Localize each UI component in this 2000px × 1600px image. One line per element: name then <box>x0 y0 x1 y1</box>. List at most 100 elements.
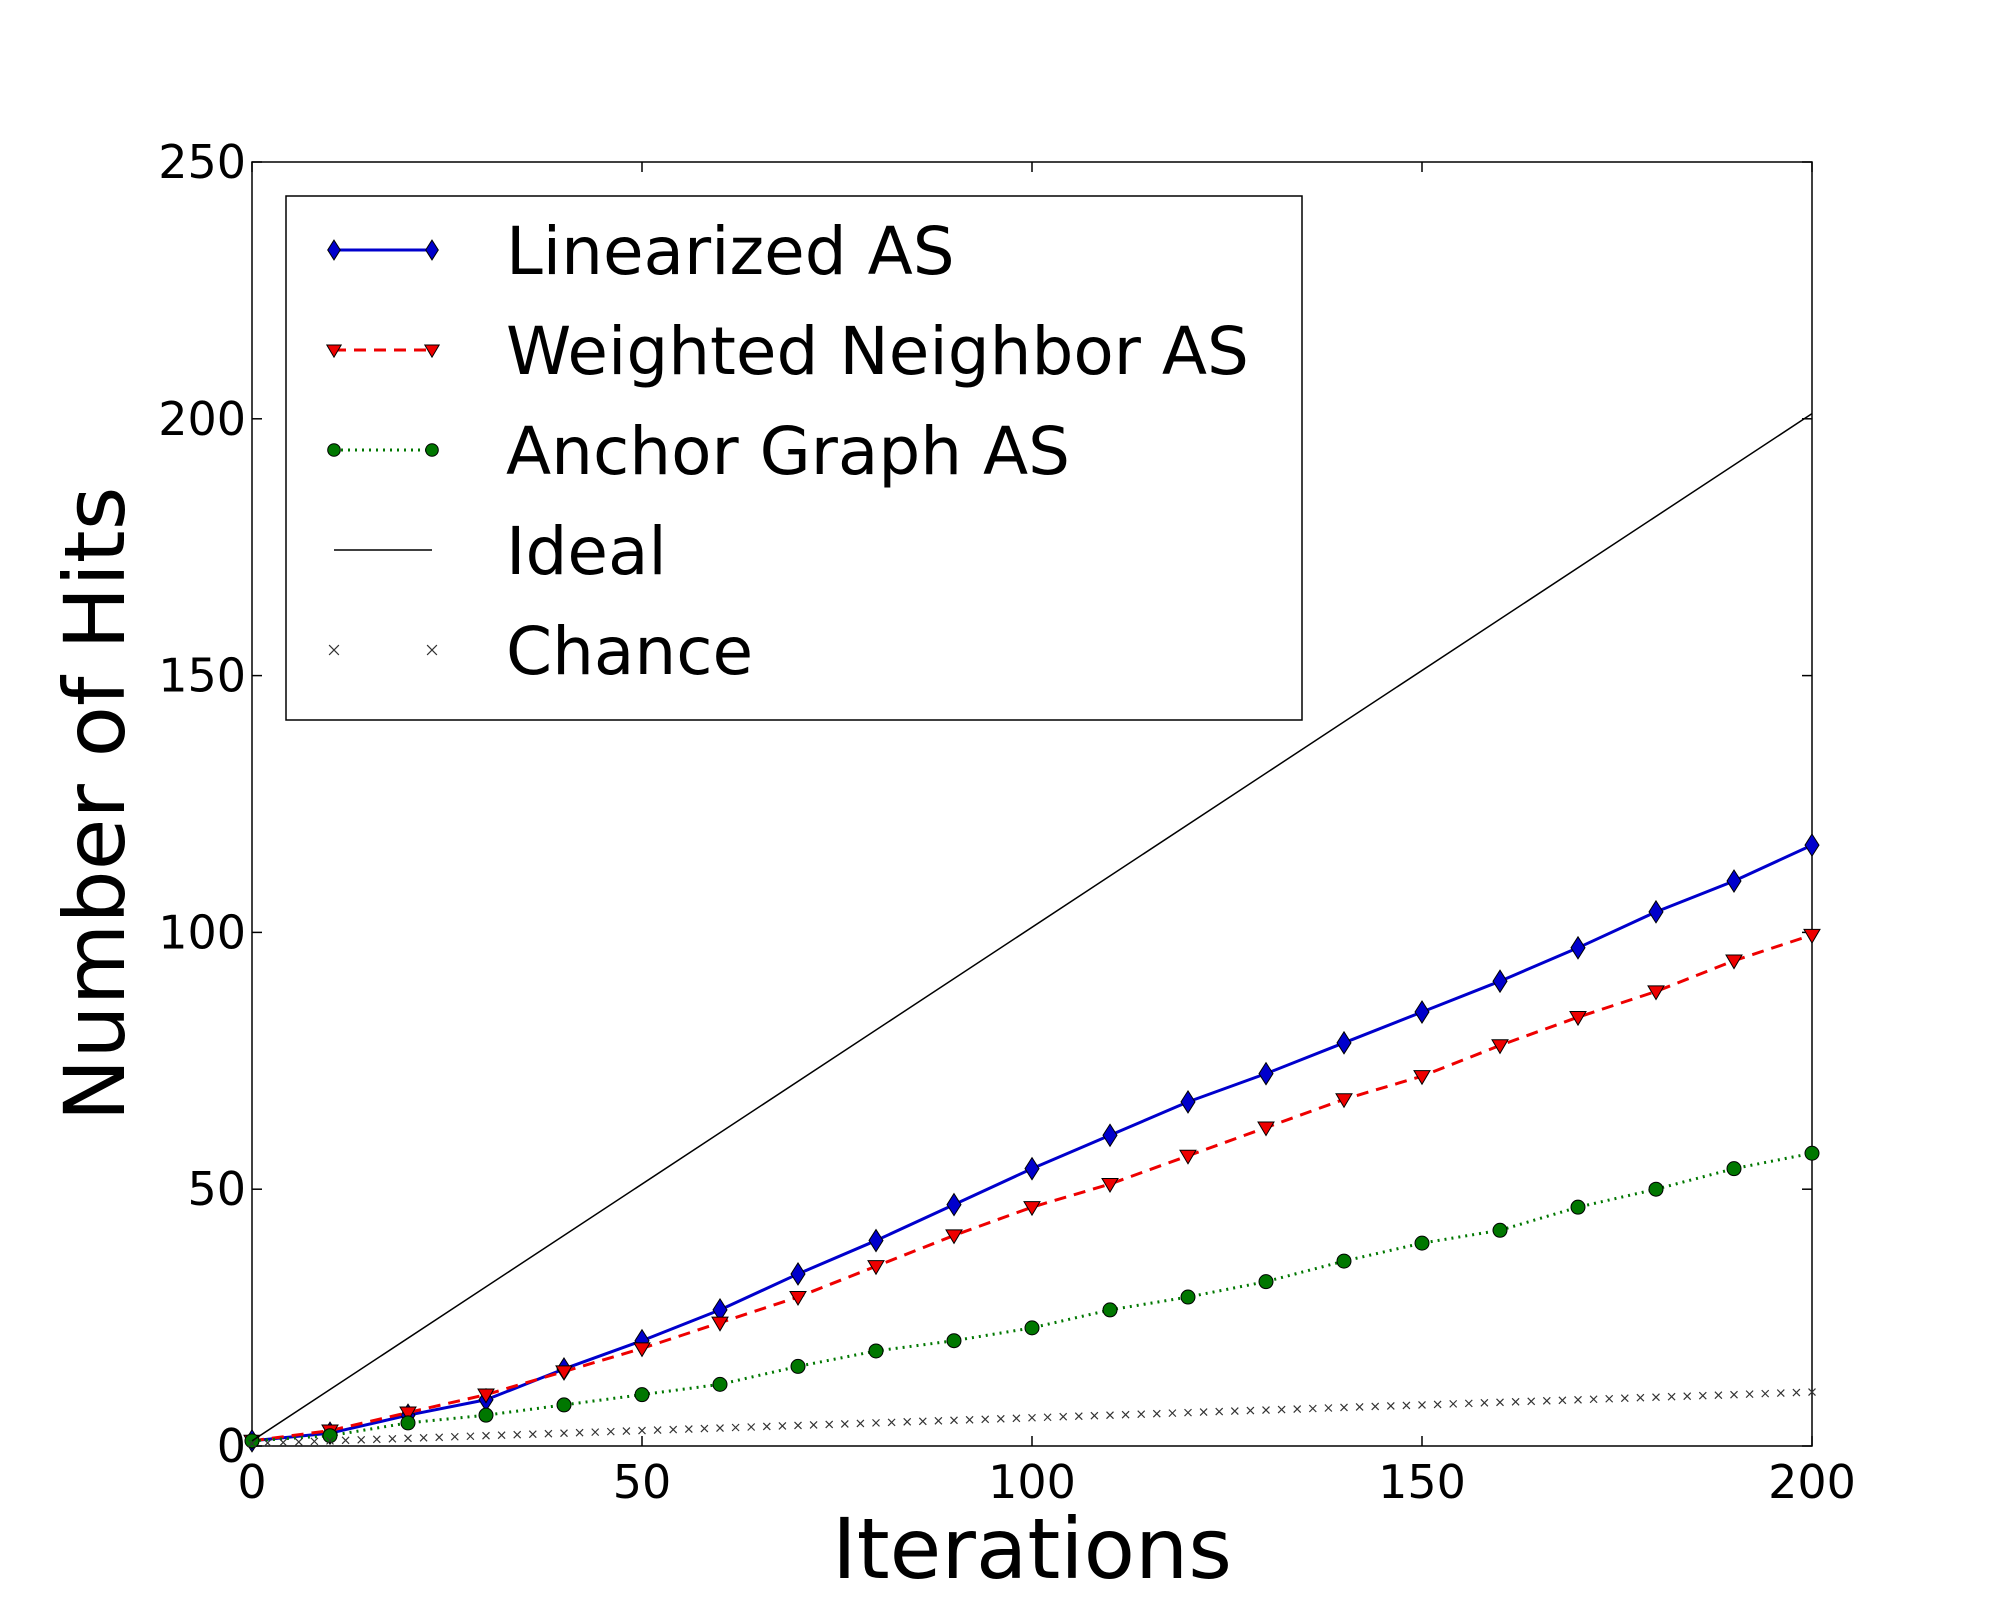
data-point <box>1714 1391 1723 1400</box>
data-point <box>1589 1395 1598 1404</box>
x-axis-label: Iterations <box>832 1500 1232 1598</box>
data-point <box>669 1425 678 1434</box>
y-tick-label: 250 <box>158 135 246 189</box>
data-point <box>790 1358 806 1374</box>
x-tick-label: 50 <box>613 1455 672 1509</box>
data-point <box>1569 1011 1587 1027</box>
data-point <box>357 1435 366 1444</box>
data-point <box>1335 1093 1353 1109</box>
y-tick-label: 0 <box>217 1419 246 1473</box>
data-point <box>1683 1392 1692 1401</box>
data-point <box>1492 969 1508 994</box>
data-point <box>1804 833 1820 858</box>
x-tick-label: 100 <box>988 1455 1076 1509</box>
data-point <box>825 1420 834 1429</box>
data-point <box>950 1416 958 1425</box>
data-point <box>945 1229 963 1245</box>
data-point <box>1023 1201 1041 1217</box>
legend-item: Ideal <box>334 513 667 590</box>
data-point <box>1168 1409 1177 1418</box>
data-point <box>789 1290 807 1307</box>
data-point <box>478 1407 494 1423</box>
data-point <box>1792 1388 1801 1397</box>
data-point <box>1414 1235 1430 1251</box>
data-point <box>1371 1402 1380 1411</box>
legend-marker <box>426 644 438 656</box>
data-point <box>653 1426 662 1435</box>
data-point <box>1492 1222 1508 1238</box>
data-point <box>716 1424 724 1432</box>
data-point <box>794 1421 802 1430</box>
data-point <box>1340 1403 1348 1412</box>
legend-label: Ideal <box>506 513 667 590</box>
data-point <box>1246 1406 1255 1415</box>
data-point <box>1574 1395 1582 1404</box>
data-point <box>1761 1389 1770 1398</box>
data-point <box>1180 1289 1196 1305</box>
legend-item: Linearized AS <box>327 213 955 290</box>
legend-marker <box>425 443 439 457</box>
data-point <box>1804 1145 1820 1161</box>
data-point <box>1101 1177 1119 1194</box>
data-point <box>477 1388 495 1404</box>
data-point <box>622 1427 631 1436</box>
data-point <box>1480 1398 1489 1407</box>
series-ideal <box>251 413 1813 1442</box>
data-point <box>575 1428 584 1437</box>
data-point <box>544 1429 553 1438</box>
legend-marker <box>325 344 343 359</box>
legend-item: Chance <box>328 613 753 690</box>
data-point <box>1262 1406 1270 1414</box>
data-point <box>1215 1407 1224 1416</box>
data-point <box>762 1422 771 1431</box>
data-point <box>560 1429 568 1438</box>
legend-marker <box>327 239 341 261</box>
data-point <box>341 1436 350 1445</box>
data-point <box>1121 1410 1130 1419</box>
data-point <box>1074 1412 1083 1421</box>
data-point <box>1776 1389 1785 1398</box>
data-point <box>1230 1407 1239 1416</box>
legend-item: Anchor Graph AS <box>327 413 1070 490</box>
data-point <box>1620 1394 1629 1403</box>
data-point <box>1059 1412 1068 1421</box>
series-layer <box>243 413 1821 1453</box>
data-point <box>294 1437 303 1446</box>
data-point <box>435 1433 444 1442</box>
legend-item: Weighted Neighbor AS <box>325 313 1249 390</box>
data-point <box>1043 1413 1052 1422</box>
data-point <box>1258 1061 1274 1086</box>
data-point <box>1024 1320 1040 1336</box>
data-point <box>326 1436 334 1445</box>
data-point <box>1308 1404 1317 1413</box>
data-point <box>1336 1253 1352 1269</box>
data-point <box>731 1423 740 1432</box>
data-point <box>981 1415 990 1424</box>
data-point <box>1648 1181 1664 1197</box>
y-tick-label: 50 <box>187 1162 246 1216</box>
data-point <box>1652 1393 1660 1402</box>
data-point <box>450 1432 459 1441</box>
y-axis-label: Number of Hits <box>46 486 144 1121</box>
data-point <box>372 1435 381 1444</box>
data-point <box>1258 1274 1274 1290</box>
data-point <box>555 1365 573 1381</box>
data-point <box>946 1333 962 1349</box>
data-point <box>946 1192 962 1217</box>
data-point <box>918 1417 927 1426</box>
data-point <box>840 1419 849 1428</box>
data-point <box>887 1418 896 1427</box>
data-point <box>1464 1399 1473 1408</box>
data-point <box>903 1417 912 1426</box>
legend-marker <box>327 443 341 457</box>
data-point <box>1491 1039 1509 1055</box>
legend-box <box>285 195 1303 721</box>
data-point <box>790 1262 806 1286</box>
data-point <box>684 1425 693 1433</box>
data-point <box>404 1434 412 1443</box>
data-point <box>1355 1403 1364 1411</box>
data-point <box>1647 985 1665 1001</box>
data-point <box>1414 1000 1430 1024</box>
data-point <box>1090 1411 1099 1420</box>
